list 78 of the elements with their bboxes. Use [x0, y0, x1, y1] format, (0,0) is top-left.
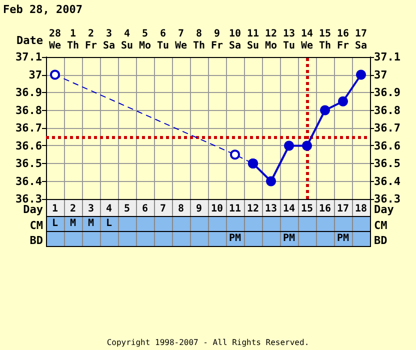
- text: PM: [228, 233, 242, 245]
- x-tick-label: 4 Su: [120, 28, 134, 52]
- point: [284, 140, 294, 151]
- y-tick-label: 37.1: [16, 50, 42, 64]
- y2-tick-label: 36.6: [374, 139, 401, 152]
- y-tick-label: 37: [28, 68, 42, 82]
- y2-tick-label: 37: [374, 68, 388, 82]
- text: PM: [282, 233, 296, 245]
- point: [266, 176, 276, 186]
- x2-tick-label: 1: [52, 204, 58, 214]
- x-tick-label: 12 Mo: [264, 28, 278, 52]
- x2-tick-label: 16: [318, 204, 332, 214]
- x2-tick-label: 12: [246, 204, 260, 214]
- x2-tick-label: 13: [264, 204, 278, 214]
- text: CM: [28, 218, 43, 232]
- x-tick-label: 7 We: [174, 28, 188, 52]
- text: Day: [374, 202, 394, 216]
- text: L: [50, 218, 60, 230]
- y2-tick-label: 36.4: [374, 174, 401, 188]
- x2-tick-label: 4: [106, 204, 112, 214]
- x2-tick-label: 5: [124, 204, 130, 214]
- x2-tick-label: 3: [88, 204, 94, 214]
- x2-axis-title: Day: [23, 202, 43, 216]
- x2-tick-label: 10: [210, 204, 224, 214]
- x-tick-label: 15 Th: [318, 28, 332, 52]
- x2-tick-label: 8: [178, 204, 184, 214]
- y2-tick-label: 36.3: [374, 192, 400, 206]
- x-tick-label: 8 Th: [192, 28, 206, 52]
- y2-tick-label: 36.7: [374, 122, 400, 134]
- x-tick-label: 1 Th: [66, 28, 80, 52]
- text: CM: [374, 218, 388, 232]
- y-tick-label: 36.7: [16, 122, 42, 134]
- text: M: [68, 218, 78, 230]
- x-tick-label: 10 Sa: [228, 28, 242, 52]
- y2-tick-label: 36.5: [374, 157, 400, 170]
- y2-tick-label: 36.8: [374, 104, 400, 117]
- text: BD: [28, 234, 43, 246]
- y-tick-label: 36.9: [16, 86, 42, 99]
- y2-tick-label: 37.1: [374, 50, 401, 64]
- x-tick-label: 17 Sa: [354, 28, 368, 52]
- point: [338, 96, 348, 106]
- y-tick-label: 36.5: [16, 157, 42, 170]
- y-tick-label: 36.4: [16, 174, 42, 188]
- chart-title: Feb 28, 2007: [3, 3, 82, 16]
- text: M: [86, 218, 96, 230]
- x-tick-label: 13 Tu: [282, 28, 296, 52]
- point: [302, 140, 312, 151]
- x2-tick-label: 17: [336, 204, 350, 214]
- y2-tick-label: 36.9: [374, 86, 400, 99]
- x2-tick-label: 6: [142, 204, 148, 214]
- x-tick-label: 6 Tu: [156, 28, 170, 52]
- x2-tick-label: 18: [354, 204, 368, 214]
- y-tick-label: 36.3: [16, 192, 42, 206]
- point: [356, 70, 366, 80]
- x-tick-label: 3 Sa: [102, 28, 116, 52]
- x2-tick-label: 9: [196, 204, 202, 214]
- x2-tick-label: 2: [70, 204, 76, 214]
- x-tick-label: 14 We: [300, 28, 314, 52]
- text: Copyright 1998-2007 - All Rights Reserved.: [106, 338, 310, 348]
- text: BD: [374, 234, 388, 246]
- x2-tick-label: 7: [160, 204, 166, 214]
- x-tick-label: 28 We: [48, 28, 62, 52]
- x-axis-title: Date: [16, 34, 43, 47]
- y-tick-label: 36.6: [16, 139, 42, 152]
- x-tick-label: 2 Fr: [84, 28, 98, 52]
- x-tick-label: 11 Su: [246, 28, 260, 52]
- point: [230, 150, 240, 160]
- x-tick-label: 16 Fr: [336, 28, 350, 52]
- x2-tick-label: 14: [282, 204, 296, 214]
- text: PM: [336, 233, 350, 245]
- text: L: [104, 218, 114, 230]
- x-tick-label: 5 Mo: [138, 28, 152, 52]
- x2-tick-label: 11: [228, 204, 242, 214]
- x-tick-label: 9 Fr: [210, 28, 224, 52]
- x2-tick-label: 15: [300, 204, 314, 214]
- point: [320, 105, 330, 116]
- point: [50, 70, 60, 80]
- y-tick-label: 36.8: [16, 104, 42, 117]
